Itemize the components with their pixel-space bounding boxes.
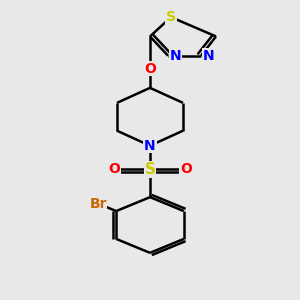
- Text: S: S: [145, 162, 155, 177]
- Text: N: N: [144, 139, 156, 153]
- Text: O: O: [144, 61, 156, 76]
- Text: O: O: [108, 162, 120, 176]
- Text: S: S: [166, 10, 176, 24]
- Text: Br: Br: [89, 196, 107, 211]
- Text: N: N: [170, 49, 181, 63]
- Text: N: N: [203, 49, 214, 63]
- Text: O: O: [180, 162, 192, 176]
